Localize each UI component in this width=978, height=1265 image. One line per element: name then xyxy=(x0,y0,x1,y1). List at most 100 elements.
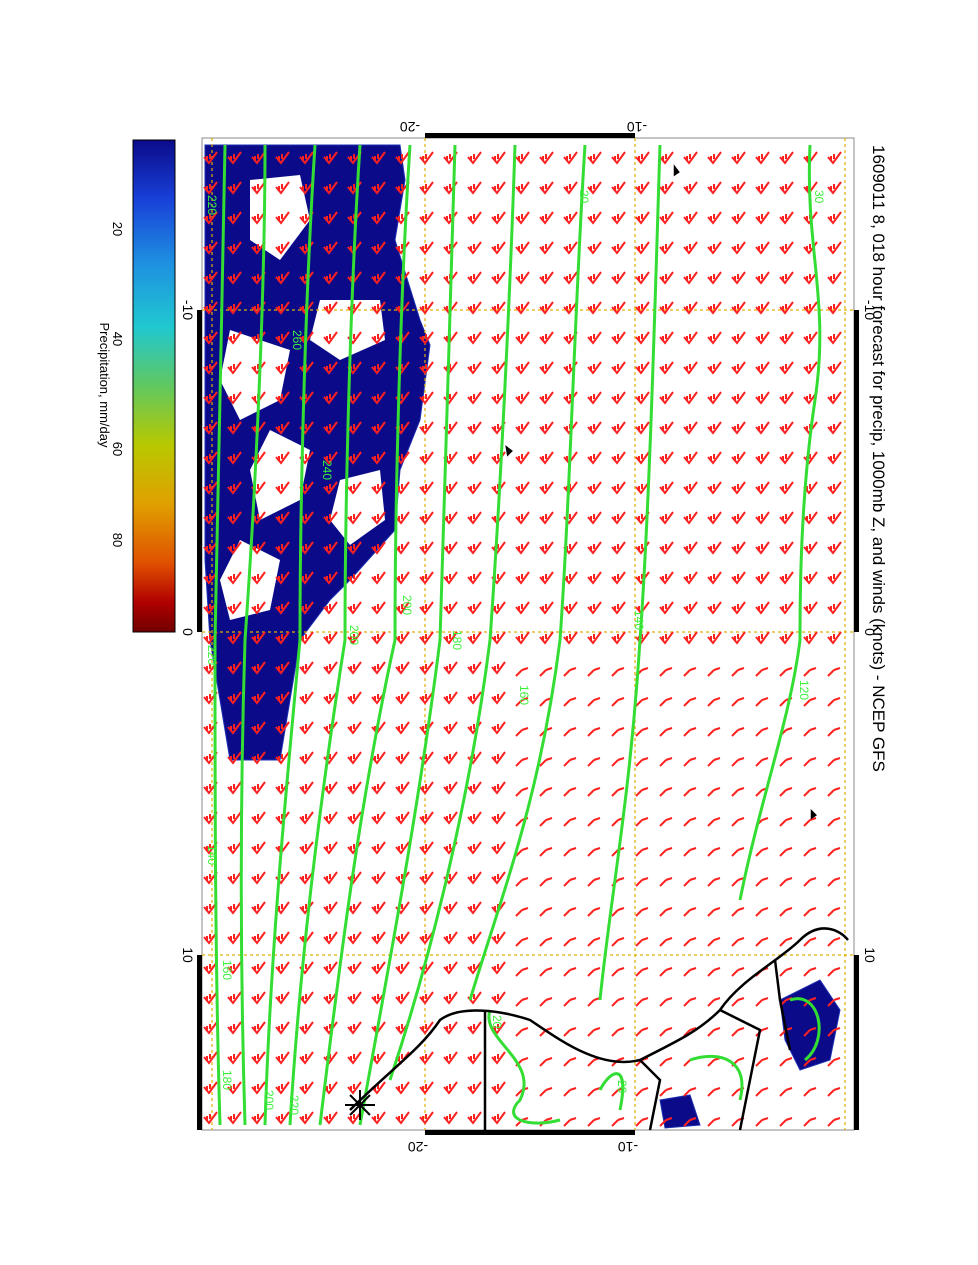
wind-barb xyxy=(683,727,697,737)
wind-barb xyxy=(659,181,674,195)
wind-barb xyxy=(659,997,673,1007)
precip-gap-5 xyxy=(330,470,385,545)
wind-barb xyxy=(683,331,698,345)
wind-barb xyxy=(395,631,410,645)
wind-barb xyxy=(755,271,770,285)
right-bar-1 xyxy=(854,310,859,632)
wind-barb xyxy=(275,361,290,375)
wind-barb xyxy=(227,631,242,645)
wind-barb xyxy=(539,757,553,767)
coastline-africa xyxy=(349,927,849,1111)
wind-barb xyxy=(803,631,818,645)
wind-barb xyxy=(203,961,218,975)
wind-barb xyxy=(371,241,386,255)
wind-barb xyxy=(443,1021,458,1035)
wind-barb xyxy=(611,967,625,977)
wind-barb xyxy=(443,1081,458,1095)
wind-barb xyxy=(707,937,721,947)
wind-barb xyxy=(467,601,482,615)
wind-barb xyxy=(803,877,817,887)
wind-barb xyxy=(539,967,553,977)
wind-barb xyxy=(347,631,362,645)
wind-barb xyxy=(491,181,506,195)
wind-barb xyxy=(683,757,697,767)
wind-barb xyxy=(275,961,290,975)
wind-barb xyxy=(467,691,482,705)
border-2 xyxy=(719,1008,762,1131)
wind-barb xyxy=(755,241,770,255)
wind-barb xyxy=(587,817,601,827)
wind-barb xyxy=(203,451,218,465)
wind-barb xyxy=(275,751,290,765)
wind-barb xyxy=(683,571,698,585)
wind-barb xyxy=(755,361,770,375)
wind-barb xyxy=(587,937,601,947)
wind-barb xyxy=(371,451,386,465)
wind-barb xyxy=(515,907,529,917)
wind-barb xyxy=(419,151,434,165)
wind-barb xyxy=(683,1027,697,1037)
wind-barb xyxy=(563,241,578,255)
wind-barb xyxy=(611,601,626,615)
wind-barb xyxy=(203,1081,218,1095)
wind-barb xyxy=(251,181,266,195)
wind-barb xyxy=(803,727,817,737)
wind-barb xyxy=(827,361,842,375)
wind-barb xyxy=(659,757,673,767)
wind-barb xyxy=(731,667,745,677)
wind-barb xyxy=(803,1027,817,1037)
wind-barb xyxy=(347,811,362,825)
wind-barb xyxy=(707,361,722,375)
wind-barb xyxy=(563,877,577,887)
wind-barb xyxy=(755,937,769,947)
wind-barb xyxy=(539,787,553,797)
wind-barb xyxy=(251,361,266,375)
tick-labels: -20 -10 -20 -10 -10 0 10 -10 0 10 xyxy=(180,119,878,1155)
wind-barb xyxy=(707,1027,721,1037)
wind-barb xyxy=(611,727,625,737)
wind-barb xyxy=(299,661,314,675)
wind-barb xyxy=(683,847,697,857)
wind-barb xyxy=(563,847,577,857)
wind-barb xyxy=(395,721,410,735)
wind-barb xyxy=(803,667,817,677)
wind-barb xyxy=(803,697,817,707)
wind-barb xyxy=(347,481,362,495)
wind-barb xyxy=(755,391,770,405)
wind-barb xyxy=(227,241,242,255)
wind-barb xyxy=(635,241,650,255)
wind-barb xyxy=(467,811,482,825)
wind-barb xyxy=(419,541,434,555)
wind-barb xyxy=(779,451,794,465)
wind-barb xyxy=(347,1051,362,1065)
wind-barb xyxy=(251,691,266,705)
wind-barb xyxy=(323,301,338,315)
wind-barb xyxy=(275,421,290,435)
wind-barb xyxy=(827,997,841,1007)
wind-barb xyxy=(347,1111,362,1125)
contour-line-5 xyxy=(318,144,412,1126)
wind-barb xyxy=(419,1051,434,1065)
wind-barb xyxy=(683,631,698,645)
wind-barb xyxy=(299,781,314,795)
wind-barb xyxy=(515,877,529,887)
right-tick-0: 0 xyxy=(862,628,878,636)
colorbar-tick-60: 60 xyxy=(110,442,125,456)
wind-barb xyxy=(827,391,842,405)
wind-barb xyxy=(803,1057,817,1067)
wind-barb xyxy=(251,901,266,915)
wind-barb xyxy=(539,601,554,615)
wind-barb xyxy=(731,511,746,525)
wind-barb xyxy=(803,907,817,917)
wind-barb xyxy=(827,541,842,555)
wind-barb xyxy=(755,697,769,707)
wind-barb xyxy=(563,907,577,917)
wind-barb xyxy=(323,961,338,975)
wind-barb xyxy=(587,697,601,707)
wind-barb xyxy=(203,151,218,165)
wind-barb xyxy=(779,571,794,585)
wind-barb xyxy=(779,271,794,285)
wind-barb xyxy=(203,901,218,915)
wind-barb xyxy=(347,931,362,945)
wind-barb xyxy=(635,181,650,195)
